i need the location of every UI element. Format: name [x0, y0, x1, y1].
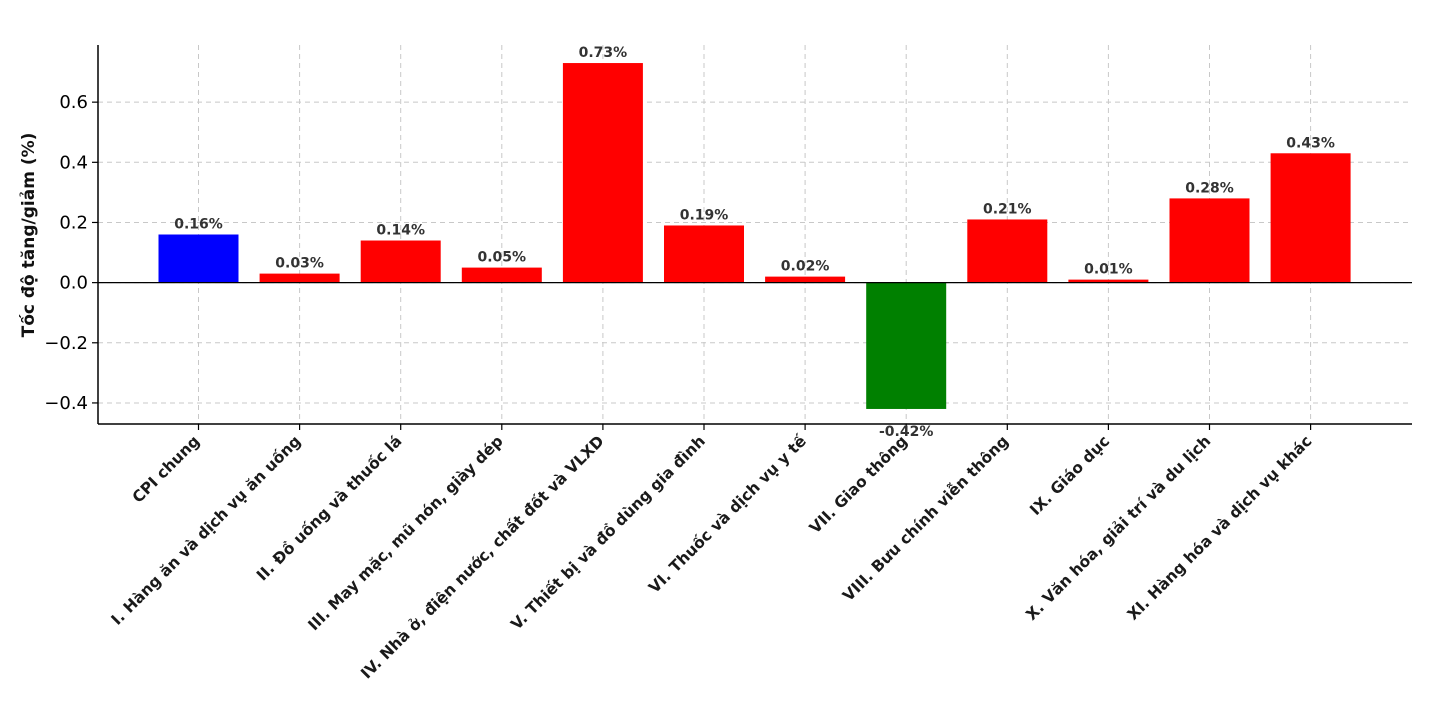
bar-value-label: -0.42% [879, 424, 933, 440]
bar [765, 276, 846, 283]
bar [1169, 198, 1250, 283]
bar [1068, 279, 1149, 283]
x-tick-label: X. Văn hóa, giải trí và du lịch [1023, 432, 1215, 624]
bar-value-label: 0.16% [174, 217, 223, 233]
x-tick-label: XI. Hàng hóa và dịch vụ khác [1124, 432, 1316, 624]
bar [360, 240, 441, 283]
x-tick-label: VI. Thuốc và dịch vụ y tế [645, 431, 811, 597]
bars [158, 63, 1351, 409]
x-tick-label: I. Hàng ăn và dịch vụ ăn uống [107, 431, 304, 628]
bar [259, 273, 340, 283]
bar-value-label: 0.43% [1286, 135, 1335, 151]
bar-value-label: 0.28% [1185, 180, 1234, 196]
bar-value-label: 0.21% [983, 201, 1032, 217]
y-tick-label: −0.4 [44, 393, 88, 414]
x-tick-label: III. May mặc, mũ nón, giày dép [305, 432, 507, 634]
bar-value-label: 0.02% [781, 259, 830, 275]
bar [967, 219, 1048, 283]
y-axis-label: Tốc độ tăng/giảm (%) [18, 133, 39, 338]
bar [158, 234, 239, 283]
bar-value-label: 0.14% [376, 223, 425, 239]
bar [866, 282, 947, 409]
x-tick-label: VIII. Bưu chính viễn thông [839, 432, 1012, 605]
x-tick-label: IX. Giáo dục [1026, 432, 1113, 519]
data-labels: 0.16% 0.03% 0.14% 0.05% 0.73% 0.19% 0.02% -0.42… [174, 45, 1335, 440]
y-tick-label: −0.2 [44, 333, 88, 354]
x-tick-label: CPI chung [129, 432, 203, 506]
y-tick-label: 0.4 [59, 152, 88, 173]
bar-value-label: 0.01% [1084, 262, 1133, 278]
y-tick-label: 0.0 [59, 273, 88, 294]
bar [461, 267, 542, 283]
y-tick-label: 0.2 [59, 212, 88, 233]
bar-value-label: 0.19% [680, 207, 729, 223]
bar [562, 63, 643, 283]
bar-value-label: 0.03% [275, 256, 324, 272]
x-tick-label: VII. Giao thông [806, 432, 911, 537]
bar [664, 225, 744, 283]
bar-value-label: 0.73% [579, 45, 628, 61]
y-tick-label: 0.6 [59, 92, 88, 113]
bar-value-label: 0.05% [478, 250, 527, 266]
bar [1270, 153, 1351, 283]
x-tick-label: V. Thiết bị và đồ dùng gia đình [507, 431, 709, 633]
